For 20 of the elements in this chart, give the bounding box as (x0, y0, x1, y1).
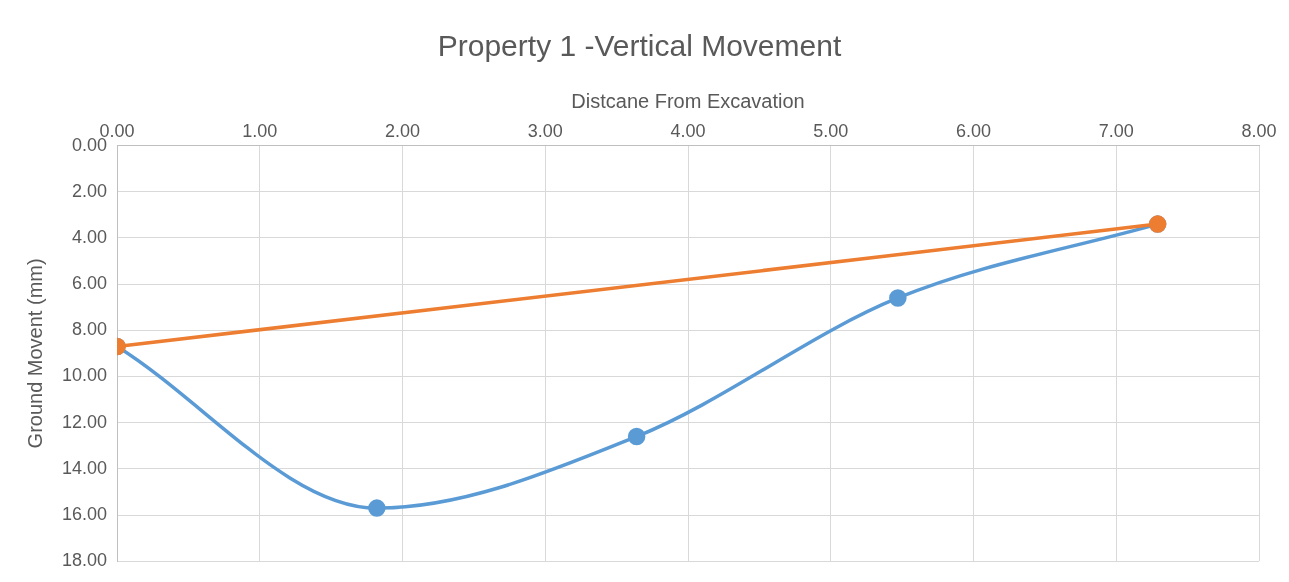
x-tick-label: 6.00 (955, 120, 992, 141)
x-tick-label: 1.00 (242, 120, 278, 141)
y-tick-label: 18.00 (62, 550, 108, 571)
x-tick-label: 8.00 (1241, 120, 1277, 141)
x-tick-label: 2.00 (385, 120, 421, 141)
y-tick-label: 2.00 (72, 180, 108, 201)
x-tick-label: 5.00 (813, 120, 849, 141)
x-tick-label: 3.00 (527, 120, 563, 141)
y-tick-label: 4.00 (72, 226, 108, 247)
x-axis-title: Distcane From Excavation (571, 89, 805, 112)
y-tick-label: 10.00 (62, 365, 108, 386)
x-tick-label: 4.00 (670, 120, 706, 141)
x-tick-label: 7.00 (1098, 120, 1134, 141)
y-tick-label: 14.00 (62, 457, 108, 478)
y-tick-label: 12.00 (62, 411, 108, 432)
y-tick-label: 16.00 (62, 503, 108, 524)
y-axis-title: Ground Movent (mm) (23, 258, 46, 449)
chart-title: Property 1 -Vertical Movement (437, 29, 842, 63)
y-tick-label: 6.00 (72, 273, 108, 294)
y-tick-label: 8.00 (72, 319, 108, 340)
